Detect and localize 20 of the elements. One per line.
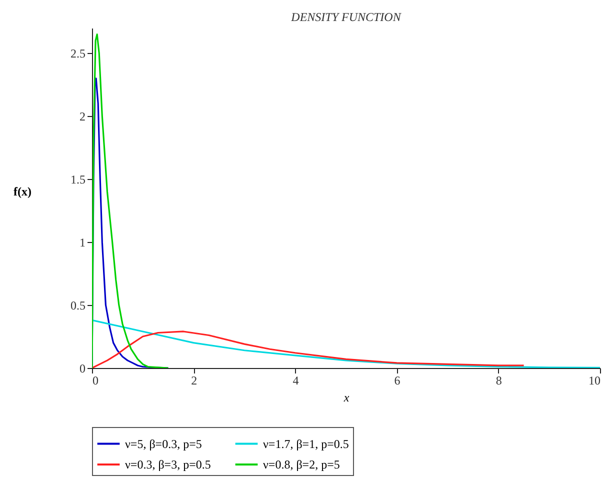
legend-label: ν=0.8, β=2, p=5 (263, 458, 340, 472)
x-tick-label: 6 (394, 374, 400, 388)
y-tick-label: 0.5 (70, 298, 86, 313)
x-axis-title: x (342, 390, 350, 404)
chart-title: DENSITY FUNCTION (290, 10, 402, 24)
x-tick-label: 4 (292, 374, 299, 388)
x-tick-label: 10 (588, 374, 600, 388)
line-series (92, 330, 525, 368)
legend-label: ν=5, β=0.3, p=5 (125, 436, 202, 451)
y-tick-label: 1.5 (70, 172, 86, 187)
x-tick-label: 8 (496, 374, 502, 388)
x-tick-label: 0 (92, 374, 98, 388)
y-tick-label: 2.5 (70, 46, 86, 61)
legend-label: ν=1.7, β=1, p=0.5 (263, 436, 349, 451)
y-tick-label: 0 (80, 362, 86, 376)
x-tick-label: 2 (191, 374, 198, 388)
y-axis-title: f(x) (14, 184, 32, 198)
y-tick-label: 2 (80, 110, 86, 124)
y-tick-label: 1 (80, 236, 86, 250)
legend-label: ν=0.3, β=3, p=0.5 (125, 458, 211, 472)
